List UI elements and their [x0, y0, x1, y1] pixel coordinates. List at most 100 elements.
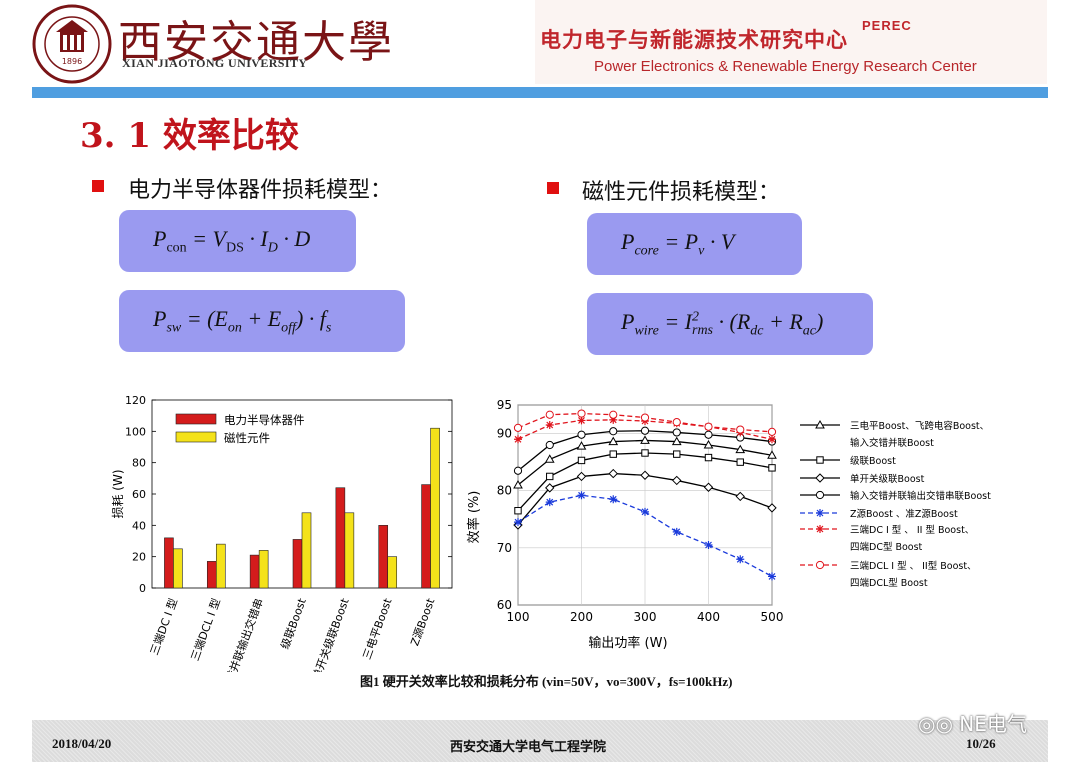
efficiency-data-point: [767, 450, 777, 459]
efficiency-data-point: [704, 453, 713, 462]
bar-semiconductor: [335, 487, 346, 589]
efficiency-data-point: [768, 572, 776, 581]
bar-magnetic: [173, 548, 183, 589]
efficiency-data-point: [704, 541, 713, 549]
legend-swatch-semiconductor: [175, 413, 217, 425]
bar-x-tick-label: 三端DC I 型: [147, 596, 180, 657]
legend-marker: [815, 490, 825, 500]
line-chart-y-axis-label: 效率 (%): [466, 491, 482, 544]
bar-chart-legend: 电力半导体器件 磁性元件: [175, 413, 305, 445]
legend-label-magnetic: 磁性元件: [224, 431, 270, 445]
efficiency-line-chart: 100 200 300 400 500 60 70 80 90 95 效率 (%) 输出功率 (W…: [466, 398, 991, 651]
efficiency-data-point: [545, 440, 554, 450]
footer-bar: [32, 720, 1048, 762]
efficiency-data-point: [640, 470, 650, 480]
efficiency-data-point: [577, 409, 586, 418]
legend-series-label: Z源Boost 、准Z源Boost: [850, 509, 958, 520]
legend-series-label: 四端DCL型 Boost: [850, 577, 928, 589]
bar-semiconductor: [206, 561, 217, 589]
bar-y-tick-label: 40: [132, 519, 146, 532]
efficiency-data-point: [576, 471, 587, 482]
efficiency-data-point: [640, 426, 650, 435]
efficiency-data-point: [672, 418, 681, 427]
legend-marker: [816, 456, 824, 464]
bar-semiconductor: [421, 484, 431, 589]
line-x-tick-label: 100: [507, 610, 530, 624]
efficiency-data-point: [576, 441, 587, 450]
legend-series-label: 输入交错并联Boost: [850, 437, 934, 449]
efficiency-data-point: [609, 415, 618, 424]
efficiency-data-point: [545, 498, 554, 507]
efficiency-data-point: [704, 422, 713, 431]
university-name-cn: 西安交通大學: [118, 17, 394, 68]
formula-conduction-loss: Pcon = VDS · ID · D: [119, 210, 356, 272]
line-chart-x-axis-label: 输出功率 (W): [588, 635, 667, 651]
bar-y-tick-label: 80: [132, 457, 146, 470]
legend-series-label: 级联Boost: [850, 455, 896, 467]
efficiency-data-point: [736, 555, 745, 564]
bar-semiconductor: [378, 525, 389, 589]
bar-y-tick-label: 0: [139, 582, 146, 595]
wechat-icon: ◎◎: [918, 712, 953, 736]
bar-magnetic: [430, 427, 440, 589]
efficiency-data-point: [545, 421, 554, 429]
efficiency-data-point: [768, 464, 776, 472]
legend-series-label: 三电平Boost、飞跨电容Boost、: [850, 420, 989, 432]
formula-core-loss: Pcore = Pv · V: [587, 213, 802, 275]
efficiency-data-point: [514, 507, 522, 515]
efficiency-data-point: [609, 450, 617, 458]
efficiency-data-point: [513, 423, 523, 432]
efficiency-data-point: [768, 435, 776, 444]
efficiency-data-point: [735, 491, 745, 502]
legend-series-label: 单开关级联Boost: [850, 473, 925, 485]
efficiency-data-point: [514, 435, 522, 444]
slide-title: 3. 1 效率比较: [80, 116, 299, 156]
footer-school: 西安交通大学电气工程学院: [450, 740, 607, 755]
university-name-en: XIAN JIAOTONG UNIVERSITY: [122, 56, 308, 70]
efficiency-data-point: [641, 449, 649, 457]
efficiency-data-point: [577, 416, 586, 425]
bullet-square-icon: [92, 180, 104, 192]
bar-magnetic: [215, 543, 226, 589]
legend-marker: [815, 560, 825, 570]
efficiency-data-point: [672, 428, 681, 437]
bar-magnetic: [344, 512, 355, 589]
bar-semiconductor: [164, 537, 174, 589]
legend-series-label: 四端DC型 Boost: [850, 541, 923, 553]
perec-logo: PEREC: [862, 18, 912, 33]
efficiency-data-point: [767, 427, 777, 436]
line-x-tick-label: 200: [570, 610, 593, 624]
efficiency-data-point: [609, 410, 618, 419]
efficiency-data-point: [577, 456, 586, 465]
efficiency-data-point: [671, 436, 682, 446]
efficiency-data-point: [703, 439, 714, 449]
efficiency-data-point: [640, 435, 650, 444]
efficiency-data-point: [544, 454, 555, 463]
bar-magnetic: [387, 556, 398, 589]
bar-x-tick-label: 单开关级联Boost: [309, 596, 352, 672]
bullet-square-icon: [547, 182, 559, 194]
efficiency-data-point: [672, 475, 682, 486]
legend-label-semiconductor: 电力半导体器件: [224, 413, 305, 427]
efficiency-data-point: [577, 491, 586, 500]
efficiency-data-point: [704, 430, 713, 439]
footer-date: 2018/04/20: [52, 736, 112, 751]
efficiency-data-point: [767, 503, 777, 513]
bar-magnetic: [258, 550, 269, 589]
line-y-tick-label: 95: [497, 398, 512, 412]
efficiency-data-point: [513, 466, 523, 475]
wechat-watermark: ◎◎ NE电气: [918, 708, 1027, 737]
efficiency-data-point: [514, 518, 522, 527]
legend-swatch-magnetic: [175, 431, 217, 443]
bar-x-tick-label: 三端DCL I 型: [188, 596, 224, 662]
bar-x-tick-label: 级联Boost: [278, 596, 309, 651]
bullet-magnetic-loss: 磁性元件损耗模型：: [582, 180, 781, 205]
bar-chart-y-axis-label: 损耗 (W): [111, 469, 125, 518]
legend-marker: [815, 419, 825, 429]
line-y-tick-label: 80: [497, 484, 512, 498]
bar-y-tick-label: 120: [125, 394, 146, 407]
efficiency-data-point: [736, 425, 745, 434]
research-center-name-en: Power Electronics & Renewable Energy Res…: [594, 58, 977, 75]
bar-semiconductor: [249, 554, 260, 589]
line-y-tick-label: 90: [497, 427, 512, 441]
